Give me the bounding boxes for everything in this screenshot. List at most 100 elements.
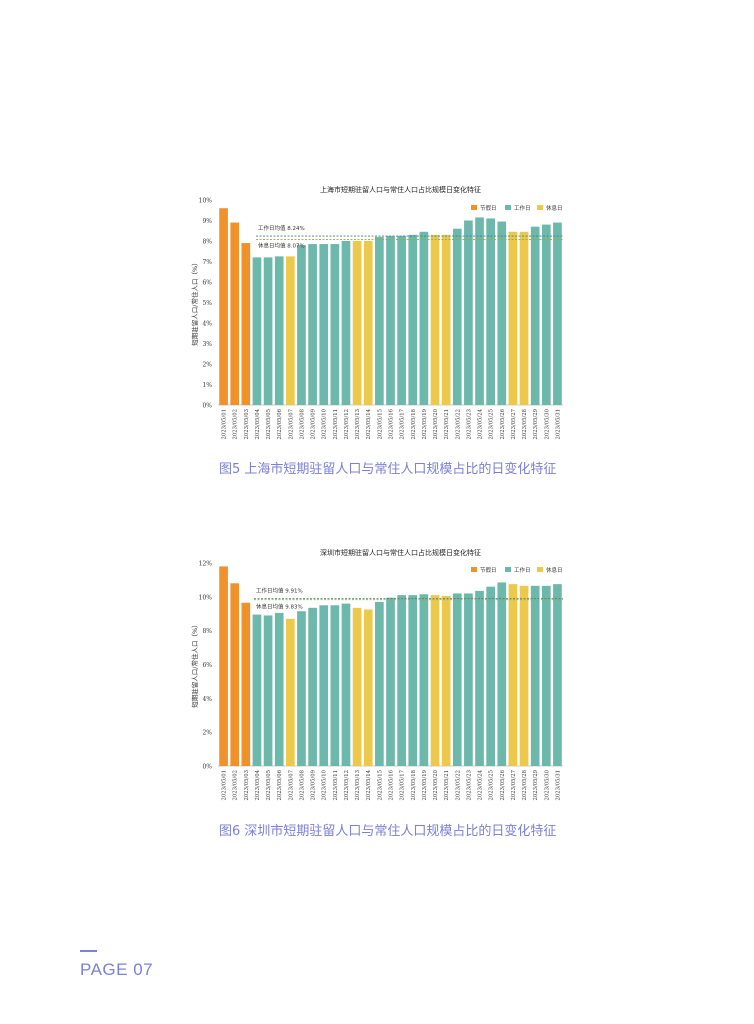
- x-tick-label: 2023/05/07: [288, 409, 294, 440]
- y-tick-label: 3%: [202, 341, 212, 348]
- x-tick-label: 2023/05/19: [422, 769, 428, 800]
- y-tick-label: 6%: [202, 280, 212, 287]
- bar-2023-05-26: [497, 221, 507, 405]
- x-tick-label: 2023/05/30: [544, 408, 550, 439]
- x-tick-label: 2023/05/22: [455, 770, 461, 801]
- bar-2023-05-05: [263, 615, 273, 766]
- figure-caption-shenzhen: 图6 深圳市短期驻留人口与常住人口规模占比的日变化特征: [219, 824, 557, 839]
- legend-swatch-restday: [537, 205, 543, 210]
- bar-2023-05-16: [386, 597, 395, 766]
- bar-2023-05-08: [297, 245, 306, 405]
- x-tick-label: 2023/05/15: [377, 409, 383, 440]
- bar-2023-05-04: [252, 257, 262, 405]
- legend-label-holiday: 节假日: [480, 204, 497, 212]
- x-tick-label: 2023/05/07: [288, 770, 294, 801]
- x-tick-label: 2023/05/31: [555, 770, 561, 801]
- legend-label-workday: 工作日: [514, 566, 531, 574]
- y-tick-label: 5%: [202, 300, 212, 307]
- bar-2023-05-13: [352, 241, 362, 405]
- chart-shenzhen: 深圳市短期驻留人口与常住人口占比规模日变化特征 0% 2% 4% 6% 8% 10% 12% 短…: [190, 548, 563, 801]
- x-tick-label: 2023/05/25: [489, 409, 495, 440]
- x-tick-label: 2023/05/19: [422, 408, 428, 439]
- bar-2023-05-28: [519, 585, 529, 766]
- bar-2023-05-14: [363, 609, 373, 766]
- x-tick-label: 2023/05/18: [411, 408, 417, 439]
- bar-2023-05-15: [375, 236, 384, 405]
- bar-2023-05-24: [475, 590, 484, 766]
- legend-swatch-restday: [537, 567, 543, 572]
- legend-label-restday: 休息日: [546, 204, 563, 212]
- x-tick-label: 2023/05/02: [233, 409, 239, 440]
- bar-2023-05-20: [430, 234, 440, 405]
- x-tick-label: 2023/05/17: [400, 409, 406, 440]
- bar-2023-05-23: [464, 593, 473, 766]
- bar-2023-05-25: [486, 586, 496, 766]
- bar-2023-05-18: [408, 234, 418, 405]
- bar-2023-05-11: [330, 605, 340, 766]
- y-tick-label: 2%: [202, 362, 212, 369]
- x-tick-label: 2023/05/30: [544, 769, 550, 800]
- x-tick-label: 2023/05/28: [522, 408, 528, 439]
- bar-2023-05-17: [397, 235, 406, 405]
- bar-2023-05-25: [486, 218, 496, 405]
- reference-label-restday: 休息日均值 8.07%: [258, 242, 305, 250]
- reference-label-restday: 休息日均值 9.83%: [256, 603, 303, 611]
- bar-2023-05-21: [441, 234, 451, 405]
- x-tick-label: 2023/05/03: [244, 409, 250, 440]
- y-tick-label: 1%: [202, 382, 212, 389]
- bar-2023-05-10: [319, 605, 329, 766]
- x-tick-label: 2023/05/10: [322, 769, 328, 800]
- bar-2023-05-20: [430, 595, 440, 766]
- x-tick-label: 2023/05/23: [466, 770, 472, 801]
- x-tick-label: 2023/05/08: [299, 769, 305, 800]
- x-tick-label: 2023/05/04: [255, 408, 261, 439]
- bar-2023-05-29: [530, 585, 540, 766]
- y-tick-label: 4%: [202, 321, 212, 328]
- bar-2023-05-22: [452, 228, 462, 405]
- legend-label-holiday: 节假日: [480, 566, 497, 574]
- chart-shanghai: 上海市短期驻留人口与常住人口占比规模日变化特征 0% 1% 2% 3% 4% 5% 6% 7% 8…: [190, 185, 563, 440]
- x-tick-label: 2023/05/03: [244, 770, 250, 801]
- y-tick-label: 12%: [199, 561, 213, 568]
- figure-caption-shanghai: 图5 上海市短期驻留人口与常住人口规模占比的日变化特征: [219, 462, 557, 477]
- x-tick-label: 2023/05/18: [411, 769, 417, 800]
- x-tick-label: 2023/05/06: [277, 769, 283, 800]
- x-tick-label: 2023/05/12: [344, 409, 350, 440]
- bar-2023-05-12: [341, 603, 351, 766]
- x-tick-label: 2023/05/13: [355, 409, 361, 440]
- x-tick-label: 2023/05/05: [266, 409, 272, 440]
- bar-2023-05-31: [553, 222, 562, 405]
- x-tick-label: 2023/05/20: [433, 769, 439, 800]
- y-tick-label: 8%: [202, 628, 212, 635]
- bar-2023-05-05: [263, 257, 273, 405]
- bar-2023-05-27: [508, 584, 518, 766]
- x-tick-label: 2023/05/28: [522, 769, 528, 800]
- bar-2023-05-19: [419, 594, 429, 766]
- reference-label-workday: 工作日均值 8.24%: [258, 224, 305, 232]
- x-tick-label: 2023/05/15: [377, 770, 383, 801]
- x-tick-label: 2023/05/31: [555, 409, 561, 440]
- x-tick-label: 2023/05/22: [455, 409, 461, 440]
- bar-2023-05-06: [274, 612, 284, 766]
- x-tick-label: 2023/05/01: [222, 409, 228, 440]
- x-tick-label: 2023/05/05: [266, 770, 272, 801]
- legend-swatch-holiday: [471, 567, 477, 572]
- legend-label-workday: 工作日: [514, 204, 531, 212]
- x-tick-label: 2023/05/14: [366, 408, 372, 439]
- bar-2023-05-19: [419, 231, 429, 405]
- y-tick-label: 0%: [202, 403, 212, 410]
- bar-2023-05-04: [252, 614, 262, 766]
- x-tick-label: 2023/05/26: [500, 769, 506, 800]
- reference-label-workday: 工作日均值 9.91%: [256, 586, 303, 594]
- legend-label-restday: 休息日: [546, 566, 563, 574]
- x-tick-label: 2023/05/26: [500, 408, 506, 439]
- x-tick-label: 2023/05/17: [400, 770, 406, 801]
- y-tick-label: 6%: [202, 662, 212, 669]
- bar-2023-05-24: [475, 217, 484, 405]
- bar-2023-05-07: [285, 618, 295, 766]
- bar-2023-05-28: [519, 231, 529, 405]
- bar-2023-05-02: [230, 583, 240, 766]
- y-tick-label: 9%: [202, 218, 212, 225]
- x-tick-label: 2023/05/23: [466, 409, 472, 440]
- x-tick-label: 2023/05/21: [444, 770, 450, 801]
